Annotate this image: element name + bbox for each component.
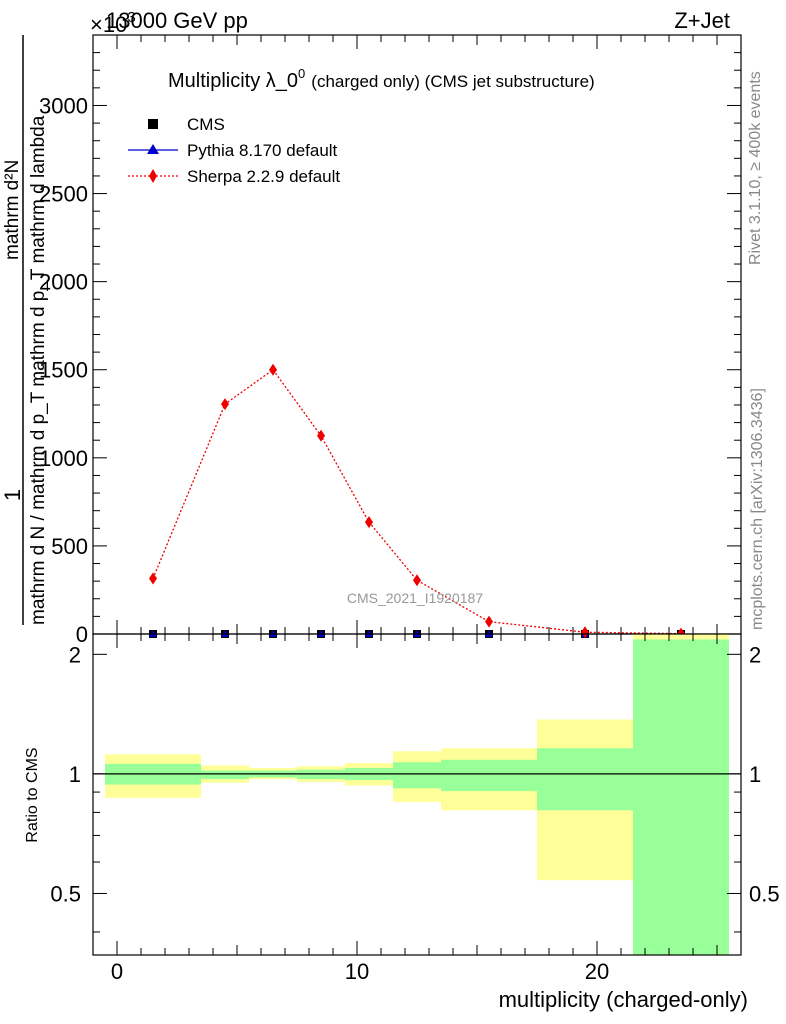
exponent-power: 3	[127, 9, 135, 26]
main-ylabel: 1 mathrm d N / mathrm d p_T mathrm d p_T…	[0, 35, 49, 625]
energy-label: 13000 GeV pp	[106, 8, 248, 33]
ratio-panel: 0.5 0.51 12 20 10 20 Ratio to CMS multiplicit…	[24, 633, 780, 1012]
ratio-band-inner-7	[537, 748, 633, 811]
x-axis-label: multiplicity (charged-only)	[499, 987, 748, 1012]
sherpa-point-6	[485, 615, 493, 628]
main-ytick-label: 3000	[39, 93, 88, 118]
sherpa-point-2	[269, 363, 277, 376]
title-sup: 0	[298, 66, 305, 81]
main-ytick-label: 2500	[39, 182, 88, 207]
legend-sherpa-marker	[149, 169, 157, 183]
ratio-ytick-label-left: 1	[69, 762, 81, 787]
ratio-band-inner-1	[201, 770, 249, 780]
sherpa-point-1	[221, 398, 229, 411]
rivet-label: Rivet 3.1.10, ≥ 400k events	[747, 71, 764, 265]
sherpa-point-7	[581, 626, 589, 639]
ratio-ytick-label-right: 0.5	[749, 881, 780, 906]
ratio-band-inner-5	[393, 762, 441, 789]
ratio-axes: 0.5 0.51 12 20 10 20	[50, 633, 780, 984]
main-ytick-label: 1500	[39, 358, 88, 383]
legend-label-square: CMS	[187, 115, 225, 134]
main-ytick-label: 2000	[39, 270, 88, 295]
main-panel: Multiplicity λ_00 (charged only) (CMS jet…	[39, 34, 742, 647]
ratio-band-inner-6	[441, 759, 537, 792]
sherpa-point-5	[413, 574, 421, 587]
ratio-ytick-label-left: 0.5	[50, 881, 81, 906]
legend-label-diamond: Sherpa 2.2.9 default	[187, 167, 340, 186]
ylabel-over: mathrm d²N	[2, 160, 23, 260]
process-label: Z+Jet	[674, 8, 730, 33]
analysis-watermark: CMS_2021_I1920187	[347, 590, 483, 606]
legend-label-triangle: Pythia 8.170 default	[187, 141, 338, 160]
ratio-ytick-label-right: 2	[749, 642, 761, 667]
sherpa-point-4	[365, 516, 373, 529]
ylabel-numerator: 1	[0, 489, 25, 501]
ratio-ytick-label-right: 1	[749, 762, 761, 787]
mcplots-label: mcplots.cern.ch [arXiv:1306.3436]	[749, 388, 766, 630]
exponent-label: ×103	[90, 9, 136, 37]
legend-pythia-marker	[147, 144, 159, 154]
ratio-ylabel: Ratio to CMS	[24, 747, 41, 842]
ratio-bands	[93, 634, 741, 955]
exponent-base: ×10	[90, 12, 127, 37]
ratio-frame	[92, 633, 742, 956]
title-main: Multiplicity λ_0	[168, 70, 298, 92]
legend-cms-marker	[148, 119, 158, 129]
main-ytick-label: 500	[51, 534, 88, 559]
title-tail: (charged only) (CMS jet substructure)	[311, 72, 594, 91]
ratio-xtick-label: 10	[345, 959, 369, 984]
sherpa-point-3	[317, 429, 325, 442]
ratio-xtick-label: 20	[585, 959, 609, 984]
main-ytick-label: 0	[76, 622, 88, 647]
legend: CMS Pythia 8.170 default Sherpa 2.2.9 defa…	[128, 115, 340, 186]
ratio-ytick-label-left: 2	[69, 642, 81, 667]
chart-title: Multiplicity λ_00 (charged only) (CMS jet…	[168, 66, 595, 92]
ylabel-denominator: mathrm d N / mathrm d p_T mathrm d p_T m…	[28, 115, 49, 625]
sherpa-point-0	[149, 572, 157, 585]
ratio-xtick-label: 0	[111, 959, 123, 984]
ratio-band-inner-8	[633, 639, 729, 955]
main-ytick-label: 1000	[39, 446, 88, 471]
